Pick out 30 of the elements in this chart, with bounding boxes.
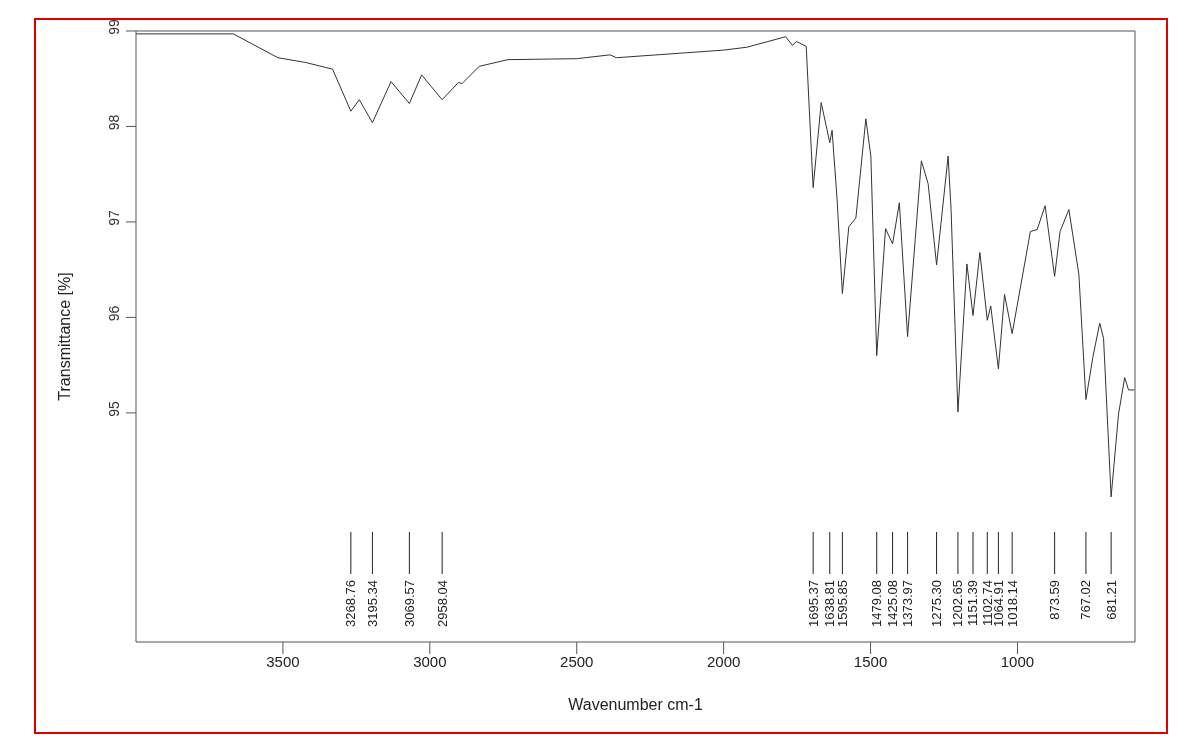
annotation: 1151.39 [965, 580, 981, 627]
y-tick-label: 97 [106, 209, 122, 226]
y-tick-label: 99 [106, 19, 122, 35]
x-tick-label: 1000 [1000, 652, 1035, 670]
x-tick-label: 3500 [266, 652, 300, 670]
annotation: 1695.37 [805, 580, 821, 627]
annotation: 3195.34 [364, 580, 380, 627]
x-tick-label: 1500 [853, 652, 888, 670]
annotation: 3268.76 [343, 580, 359, 627]
annotation: 767.02 [1078, 580, 1094, 620]
annotation: 681.21 [1103, 580, 1119, 620]
annotation: 873.59 [1047, 580, 1063, 620]
annotation: 1202.65 [950, 580, 966, 627]
x-tick-label: 2500 [560, 652, 594, 670]
annotation: 1102.74 [979, 580, 995, 627]
x-axis-title: Wavenumber cm-1 [568, 696, 703, 713]
annotation: 1018.14 [1004, 580, 1020, 627]
y-tick-label: 96 [106, 305, 122, 322]
annotation: 2958.04 [434, 580, 450, 627]
y-axis-title: Transmittance [%] [55, 272, 73, 401]
annotation: 1275.30 [929, 580, 945, 627]
annotation: 1373.97 [900, 580, 916, 627]
annotation: 1425.08 [885, 580, 901, 627]
y-tick-label: 98 [106, 114, 122, 131]
x-tick-label: 3000 [413, 652, 447, 670]
x-tick-label: 2000 [706, 652, 741, 670]
annotation: 3069.57 [401, 580, 417, 627]
y-tick-label: 95 [106, 400, 122, 417]
page-frame: 3268.76 3195.34 3069.57 2958.04 1695.37 1638.81 1595.85 1479.08 1425.08 1373.97 1275.30 1202.65 1151.39 1102.74 1064.91 1018.14 873.59 767.02 681.21 3500 3000 2500 2000 1500 1000 Wavenumber cm-1 95 96 97 98 99 Transmittance [%] [34, 18, 1168, 734]
annotation: 1479.08 [869, 580, 885, 627]
